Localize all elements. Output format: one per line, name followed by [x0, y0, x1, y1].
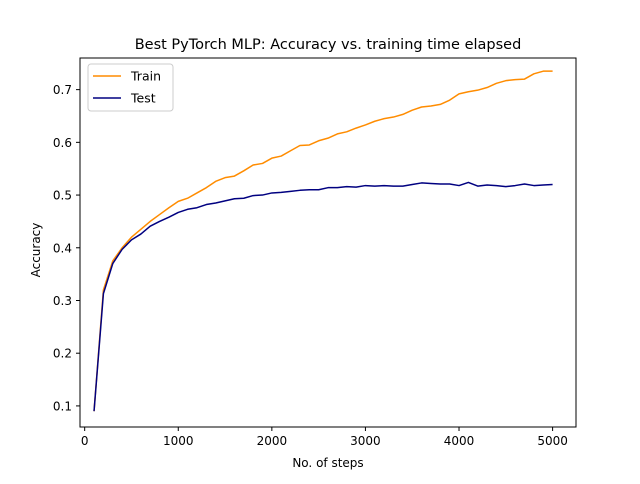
y-axis-label: Accuracy — [29, 223, 43, 278]
plot-series — [93, 70, 553, 412]
x-axis-label: No. of steps — [292, 456, 363, 470]
legend: Train Test — [87, 63, 174, 112]
axes-frame — [79, 57, 577, 428]
x-tick-label: 4000 — [444, 434, 475, 448]
series-line-test — [93, 181, 553, 412]
chart-title: Best PyTorch MLP: Accuracy vs. training … — [135, 37, 522, 53]
y-tick-label: 0.4 — [53, 241, 72, 255]
legend-label-train: Train — [130, 69, 161, 84]
x-tick-label: 1000 — [163, 434, 194, 448]
series-line-train — [93, 70, 553, 412]
y-tick-label: 0.5 — [53, 189, 72, 203]
y-tick-label: 0.2 — [53, 347, 72, 361]
x-tick-label: 2000 — [257, 434, 288, 448]
x-tick-label: 3000 — [350, 434, 381, 448]
y-tick-label: 0.1 — [53, 399, 72, 413]
x-axis-ticks: 0 1000 2000 3000 4000 5000 — [81, 427, 568, 448]
x-tick-label: 0 — [81, 434, 89, 448]
y-tick-label: 0.7 — [53, 83, 72, 97]
y-tick-label: 0.6 — [53, 136, 72, 150]
y-axis-ticks: 0.1 0.2 0.3 0.4 0.5 0.6 0.7 — [53, 83, 80, 413]
x-tick-label: 5000 — [537, 434, 568, 448]
legend-label-test: Test — [130, 91, 156, 106]
y-tick-label: 0.3 — [53, 294, 72, 308]
